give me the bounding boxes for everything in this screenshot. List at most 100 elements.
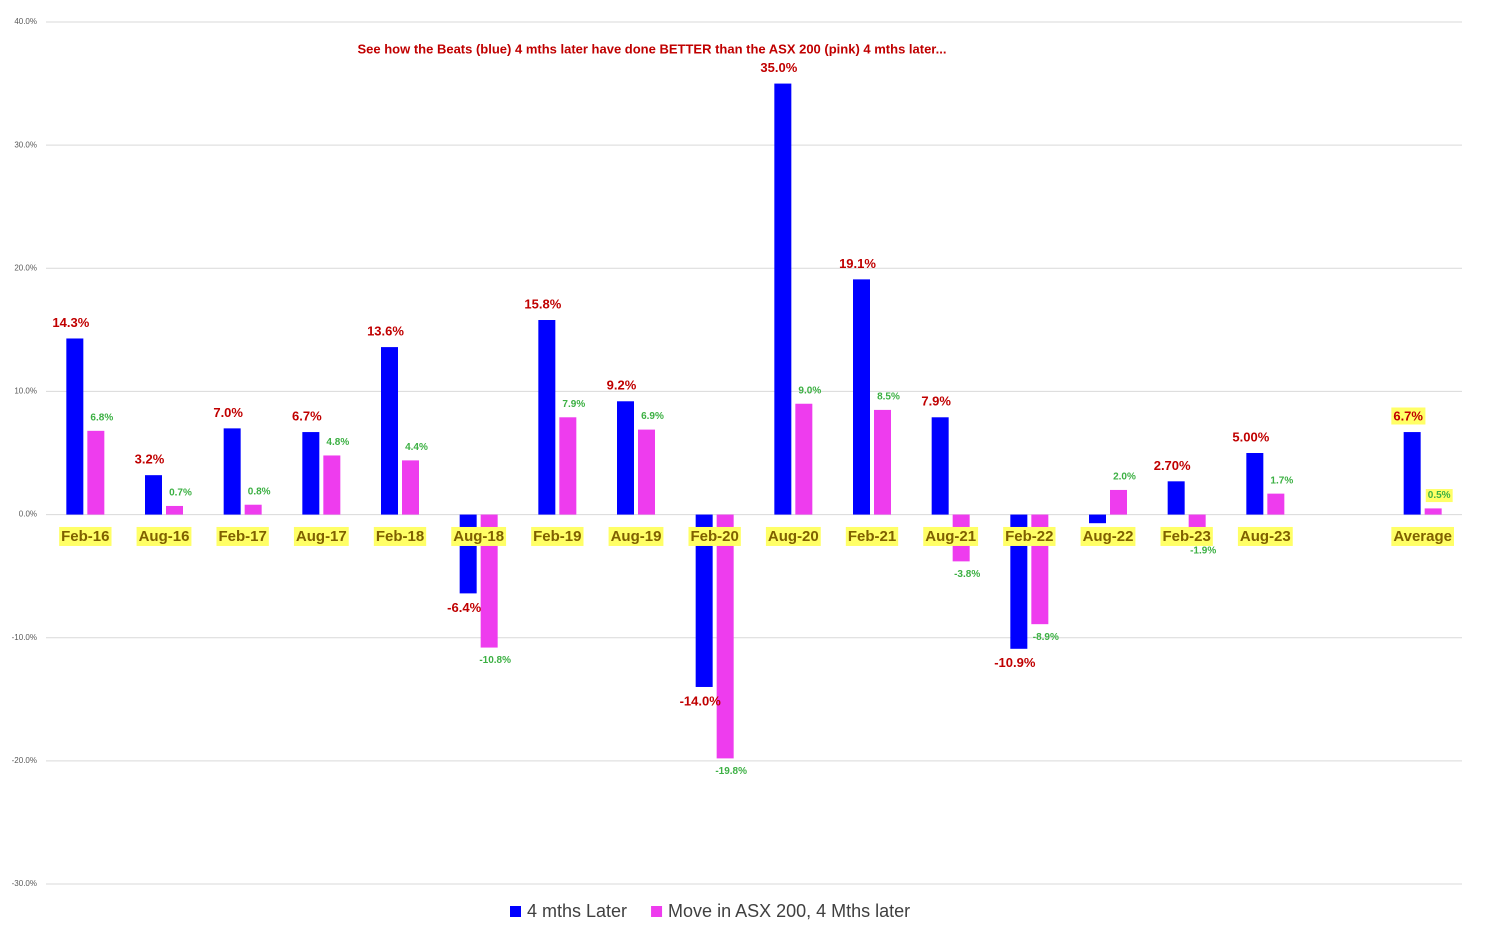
data-label: 3.2%	[135, 452, 165, 467]
y-tick-label: -10.0%	[12, 633, 37, 642]
data-label: 6.7%	[1393, 409, 1423, 424]
data-label: 15.8%	[524, 296, 561, 311]
x-tick-label: Aug-20	[768, 528, 819, 545]
data-label: -6.4%	[447, 600, 481, 615]
data-label: -8.9%	[1033, 632, 1059, 643]
bar	[302, 432, 320, 515]
annotation: See how the Beats (blue) 4 mths later ha…	[358, 41, 947, 56]
bar	[1403, 432, 1421, 515]
legend-label: 4 mths Later	[527, 901, 627, 921]
bar	[559, 417, 577, 515]
bar	[1267, 493, 1285, 515]
data-label: 2.0%	[1113, 472, 1136, 483]
label-highlight	[373, 526, 427, 546]
bar	[166, 505, 183, 515]
label-highlight	[765, 526, 821, 546]
label-highlight	[59, 526, 112, 546]
data-label: 0.8%	[248, 486, 271, 497]
x-tick-label: Feb-19	[533, 528, 581, 545]
data-label: 7.9%	[562, 399, 585, 410]
bar	[1424, 508, 1442, 515]
bar	[695, 514, 713, 687]
data-label: 6.8%	[90, 412, 113, 423]
label-highlight	[216, 526, 269, 546]
data-label: 2.70%	[1154, 458, 1191, 473]
bar	[402, 460, 419, 515]
label-highlight	[688, 526, 741, 546]
data-label: 19.1%	[839, 256, 876, 271]
label-highlight	[1160, 526, 1213, 546]
data-label: -14.0%	[680, 693, 722, 708]
x-tick-label: Feb-22	[1005, 528, 1053, 545]
y-tick-label: -30.0%	[12, 879, 37, 888]
label-highlight	[1391, 407, 1426, 425]
data-label: 0.5%	[1428, 490, 1451, 501]
bar	[774, 83, 792, 515]
bar	[87, 430, 105, 515]
y-tick-label: 0.0%	[19, 510, 37, 519]
data-label: -1.9%	[1190, 546, 1216, 557]
data-label: -3.8%	[954, 569, 980, 580]
label-highlight	[1003, 526, 1056, 546]
x-tick-label: Aug-19	[611, 528, 662, 545]
data-label: -10.8%	[479, 655, 511, 666]
bar	[244, 504, 262, 515]
label-highlight	[136, 526, 192, 546]
data-label: -10.9%	[994, 655, 1036, 670]
legend-swatch	[651, 906, 663, 917]
x-tick-label: Feb-20	[690, 528, 738, 545]
data-label: 7.9%	[921, 394, 951, 409]
label-highlight	[1425, 489, 1453, 503]
label-highlight	[1391, 526, 1454, 546]
data-label: 6.7%	[292, 409, 322, 424]
x-tick-label: Feb-18	[376, 528, 424, 545]
y-tick-label: 10.0%	[14, 387, 37, 396]
bar	[617, 401, 634, 515]
bar	[795, 403, 813, 515]
data-label: -19.8%	[715, 766, 747, 777]
x-tick-label: Aug-21	[925, 528, 976, 545]
data-label: 6.9%	[641, 411, 664, 422]
bar	[145, 475, 162, 515]
bar	[1010, 514, 1028, 649]
bar	[323, 455, 341, 515]
x-tick-label: Feb-17	[218, 528, 266, 545]
data-label: 4.8%	[326, 437, 349, 448]
data-label: 9.0%	[798, 385, 821, 396]
data-label: 9.2%	[607, 378, 637, 393]
data-label: 5.00%	[1232, 429, 1269, 444]
bar	[459, 514, 477, 594]
bar	[931, 417, 949, 515]
label-highlight	[1237, 526, 1293, 546]
bar	[1089, 514, 1106, 524]
bar	[223, 428, 241, 515]
legend-label: Move in ASX 200, 4 Mths later	[668, 901, 910, 921]
data-label: 8.5%	[877, 392, 900, 403]
bar	[1246, 453, 1264, 515]
x-tick-label: Feb-16	[61, 528, 109, 545]
bar	[538, 320, 556, 515]
bar	[1110, 489, 1127, 515]
data-label: 14.3%	[52, 315, 89, 330]
legend-swatch	[510, 906, 521, 917]
bar	[874, 409, 891, 515]
y-tick-label: -20.0%	[12, 756, 37, 765]
label-highlight	[293, 526, 349, 546]
data-label: 1.7%	[1270, 475, 1293, 486]
bar	[480, 514, 498, 648]
data-label: 35.0%	[760, 60, 797, 75]
bar	[853, 279, 870, 515]
label-highlight	[531, 526, 584, 546]
x-tick-label: Aug-16	[139, 528, 190, 545]
x-tick-label: Aug-22	[1083, 528, 1134, 545]
label-highlight	[451, 526, 507, 546]
y-tick-label: 40.0%	[14, 17, 37, 26]
y-tick-label: 20.0%	[14, 263, 37, 272]
data-label: 7.0%	[213, 405, 243, 420]
label-highlight	[608, 526, 664, 546]
x-tick-label: Feb-21	[848, 528, 896, 545]
bar	[638, 429, 655, 515]
label-highlight	[1080, 526, 1136, 546]
data-label: 0.7%	[169, 488, 192, 499]
